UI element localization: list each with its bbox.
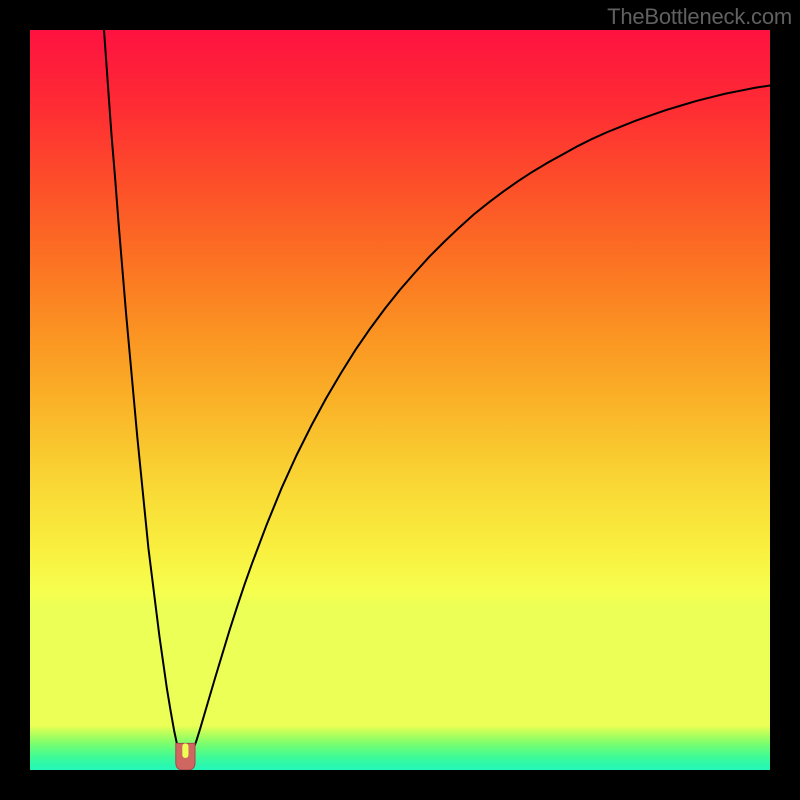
bottleneck-curve-chart [30, 30, 770, 770]
plot-area [30, 30, 770, 770]
chart-frame: TheBottleneck.com [0, 0, 800, 800]
minimum-marker-notch [182, 743, 188, 758]
watermark-text: TheBottleneck.com [607, 4, 792, 30]
gradient-background [30, 30, 770, 770]
